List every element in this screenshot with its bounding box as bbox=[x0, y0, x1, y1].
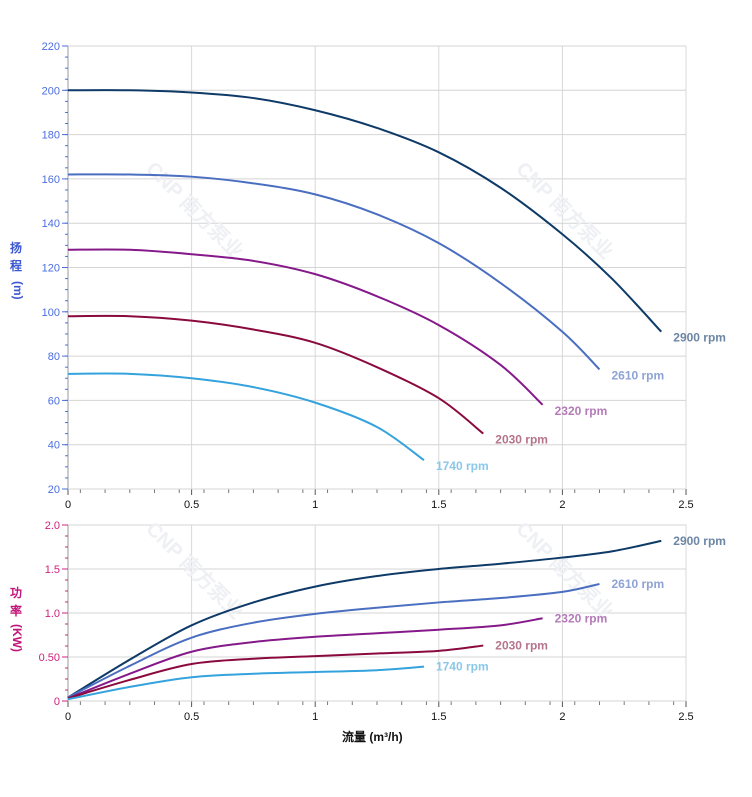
head-y-tick-label: 220 bbox=[42, 41, 60, 53]
power-y-label-3: (KW) bbox=[10, 624, 24, 652]
head-series-2900-rpm bbox=[67, 89, 663, 333]
power-y-tick-label: 1.5 bbox=[45, 564, 60, 576]
watermark-logo: CNP 南方泵业 bbox=[141, 517, 248, 624]
power-series-2900-rpm bbox=[67, 539, 662, 699]
power-series-1740-rpm bbox=[67, 665, 425, 701]
head-y-label-3: (m) bbox=[11, 281, 25, 300]
head-y-tick-label: 200 bbox=[42, 85, 60, 97]
power-series-label: 2900 rpm bbox=[673, 534, 726, 548]
x-axis-label: 流量 (m³/h) bbox=[342, 729, 403, 744]
head-series-label: 2030 rpm bbox=[495, 433, 548, 447]
power-y-tick-label: 2.0 bbox=[45, 520, 60, 532]
power-y-label-1: 功 bbox=[10, 585, 22, 600]
power-y-tick-label: 0 bbox=[54, 696, 60, 708]
head-series-label: 2610 rpm bbox=[611, 368, 664, 382]
head-series-label: 2900 rpm bbox=[673, 331, 726, 345]
head-y-tick-label: 180 bbox=[42, 130, 60, 142]
power-series-2610-rpm bbox=[67, 582, 600, 699]
head-y-label-1: 扬 bbox=[10, 240, 22, 255]
head-series-2030-rpm bbox=[67, 314, 484, 435]
head-x-tick-label: 2.5 bbox=[678, 499, 693, 511]
power-x-tick-label: 1.5 bbox=[431, 711, 446, 723]
power-series-label: 2320 rpm bbox=[555, 611, 608, 625]
watermark-logo: CNP 南方泵业 bbox=[511, 157, 618, 264]
power-series-2320-rpm bbox=[67, 617, 543, 700]
head-y-tick-label: 120 bbox=[42, 263, 60, 275]
power-series-label: 2030 rpm bbox=[495, 639, 548, 653]
power-x-tick-label: 1 bbox=[312, 711, 318, 723]
power-series-label: 2610 rpm bbox=[611, 577, 664, 591]
head-y-tick-label: 140 bbox=[42, 218, 60, 230]
head-x-tick-label: 0 bbox=[65, 499, 71, 511]
head-y-tick-label: 80 bbox=[48, 351, 60, 363]
head-y-tick-label: 20 bbox=[48, 484, 60, 496]
head-series-2610-rpm bbox=[67, 173, 601, 371]
head-x-tick-label: 1.5 bbox=[431, 499, 446, 511]
watermark-logo: CNP 南方泵业 bbox=[141, 157, 248, 264]
power-x-tick-label: 0 bbox=[65, 711, 71, 723]
head-chart: 0 0.5 1 1.5 2 2.5 20 40 60 80 100 120 140 160 180 200 22… bbox=[42, 41, 726, 511]
power-x-tick-label: 0.5 bbox=[184, 711, 199, 723]
head-x-tick-label: 2 bbox=[559, 499, 565, 511]
power-x-tick-label: 2.5 bbox=[678, 711, 693, 723]
power-y-tick-label: 1.0 bbox=[45, 608, 60, 620]
head-y-tick-label: 60 bbox=[48, 395, 60, 407]
head-y-tick-label: 160 bbox=[42, 174, 60, 186]
head-y-label-2: 程 bbox=[10, 258, 22, 273]
head-x-tick-label: 0.5 bbox=[184, 499, 199, 511]
head-series-1740-rpm bbox=[67, 372, 425, 462]
head-x-tick-label: 1 bbox=[312, 499, 318, 511]
power-series-label: 1740 rpm bbox=[436, 660, 489, 674]
head-series-label: 1740 rpm bbox=[436, 459, 489, 473]
power-x-tick-label: 2 bbox=[559, 711, 565, 723]
power-y-label-2: 率 bbox=[10, 603, 22, 618]
head-y-tick-label: 100 bbox=[42, 307, 60, 319]
power-y-tick-label: 0.50 bbox=[39, 652, 60, 664]
power-series-2030-rpm bbox=[67, 644, 484, 700]
head-series-2320-rpm bbox=[67, 248, 544, 406]
head-series-label: 2320 rpm bbox=[555, 404, 608, 418]
watermark-logo: CNP 南方泵业 bbox=[511, 517, 618, 624]
head-y-tick-label: 40 bbox=[48, 440, 60, 452]
power-chart: 0 0.5 1 1.5 2 2.5 0 0.50 1.0 1.5 2.0 CNP 南方泵业 CNP 南方… bbox=[39, 517, 726, 723]
